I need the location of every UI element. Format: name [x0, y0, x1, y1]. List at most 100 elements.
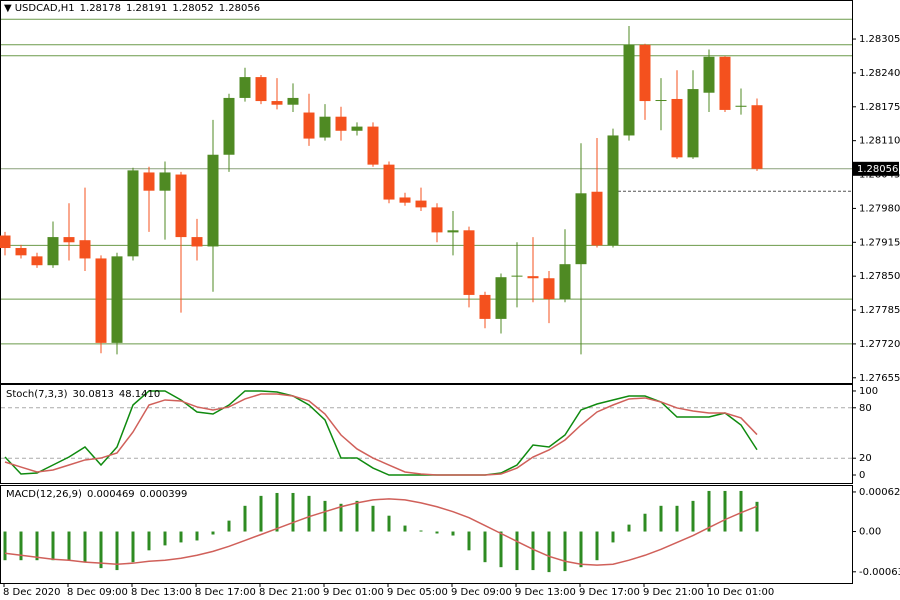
histogram-bar: [3, 531, 7, 561]
y-tick-label: 80: [859, 403, 872, 414]
histogram-bar: [307, 495, 311, 532]
x-tick-label: 8 Dec 13:00: [131, 587, 192, 598]
candle-body: [607, 135, 619, 246]
price-panel-frame: [0, 0, 853, 384]
histogram-bar: [579, 531, 583, 568]
y-tick-label: 1.27980: [859, 203, 900, 214]
histogram-bar: [451, 531, 455, 536]
x-tick-label: 9 Dec 21:00: [643, 587, 704, 598]
y-tick-label: 1.27785: [859, 305, 900, 316]
y-tick-label: 1.27850: [859, 271, 900, 282]
candle-body: [479, 294, 491, 319]
histogram-bar: [211, 531, 215, 535]
y-tick-label: 1.27915: [859, 237, 900, 248]
histogram-bar: [131, 531, 135, 563]
y-tick-label: 20: [859, 453, 872, 464]
x-tick-label: 9 Dec 01:00: [323, 587, 384, 598]
y-tick-label: 1.27720: [859, 339, 900, 350]
y-tick-label: 100: [859, 386, 878, 397]
histogram-bar: [723, 490, 727, 532]
histogram-bar: [195, 531, 199, 541]
candle-body: [543, 278, 555, 300]
high-value: 1.28191: [126, 3, 168, 14]
y-tick-label: 1.28175: [859, 102, 900, 113]
histogram-bar: [403, 525, 407, 532]
y-tick-label: 1.28305: [859, 34, 900, 45]
candle-body: [15, 248, 27, 256]
histogram-bar: [563, 531, 567, 572]
histogram-bar: [371, 505, 375, 532]
histogram-bar: [227, 520, 231, 532]
candle-body: [559, 264, 571, 300]
candle-body: [63, 237, 75, 243]
candle-body: [111, 256, 123, 343]
open-value: 1.28178: [79, 3, 122, 14]
histogram-bar: [739, 490, 743, 532]
histogram-bar: [547, 531, 551, 573]
candle-body: [431, 207, 443, 233]
histogram-bar: [179, 531, 183, 543]
histogram-bar: [115, 531, 119, 571]
stoch-main-value: 30.0813: [72, 389, 114, 400]
candle-body: [623, 44, 635, 136]
x-tick-label: 8 Dec 09:00: [67, 587, 128, 598]
menu-arrow: ▼: [4, 3, 12, 14]
histogram-bar: [755, 501, 759, 532]
histogram-bar: [515, 531, 519, 571]
symbol: USDCAD,H1: [14, 3, 75, 14]
candle-body: [671, 98, 683, 158]
candle-body: [399, 197, 411, 203]
histogram-bar: [419, 530, 423, 532]
candle-body: [303, 112, 315, 139]
macd-panel-frame: [0, 485, 853, 584]
histogram-bar: [691, 500, 695, 532]
histogram-bar: [499, 531, 503, 568]
candle-body: [751, 105, 763, 169]
x-tick-label: 8 Dec 21:00: [259, 587, 320, 598]
candle-body: [415, 200, 427, 208]
candle-body: [575, 193, 587, 265]
histogram-bar: [291, 492, 295, 532]
histogram-bar: [99, 531, 103, 569]
candle-body: [207, 154, 219, 247]
candle-body: [191, 237, 203, 247]
histogram-bar: [35, 531, 39, 561]
macd-value: 0.000469: [86, 489, 135, 500]
candle-body: [447, 230, 459, 233]
candle-body: [319, 116, 331, 138]
candle-body: [463, 230, 475, 295]
x-tick-label: 9 Dec 13:00: [515, 587, 576, 598]
histogram-bar: [147, 531, 151, 551]
candle-body: [47, 237, 59, 266]
candle-body: [655, 100, 667, 102]
histogram-bar: [19, 531, 23, 561]
histogram-bar: [387, 515, 391, 532]
y-tick-label: 1.27655: [859, 373, 900, 384]
candle-body: [255, 77, 267, 102]
candle-body: [735, 105, 747, 107]
candle-body: [335, 116, 347, 131]
candle-body: [719, 56, 731, 110]
y-tick-label: 1.28240: [859, 68, 900, 79]
histogram-bar: [51, 531, 55, 561]
y-tick-label: 0.00: [859, 527, 881, 538]
histogram-bar: [627, 524, 631, 532]
close-value: 1.28056: [218, 3, 261, 14]
candle-body: [511, 275, 523, 277]
candle-body: [223, 97, 235, 155]
candle-body: [367, 126, 379, 165]
histogram-bar: [467, 531, 471, 551]
candle-body: [95, 258, 107, 343]
candle-body: [0, 235, 11, 249]
histogram-bar: [275, 492, 279, 532]
histogram-bar: [531, 531, 535, 571]
x-tick-label: 8 Dec 2020: [3, 587, 61, 598]
y-tick-label: -0.000636: [859, 567, 900, 578]
histogram-bar: [67, 531, 71, 561]
candle-body: [287, 97, 299, 105]
stoch-panel-frame: [0, 384, 853, 484]
candle-body: [271, 101, 283, 105]
last-price-label: 1.28056: [857, 164, 898, 175]
histogram-bar: [243, 505, 247, 532]
histogram-bar: [83, 531, 87, 563]
